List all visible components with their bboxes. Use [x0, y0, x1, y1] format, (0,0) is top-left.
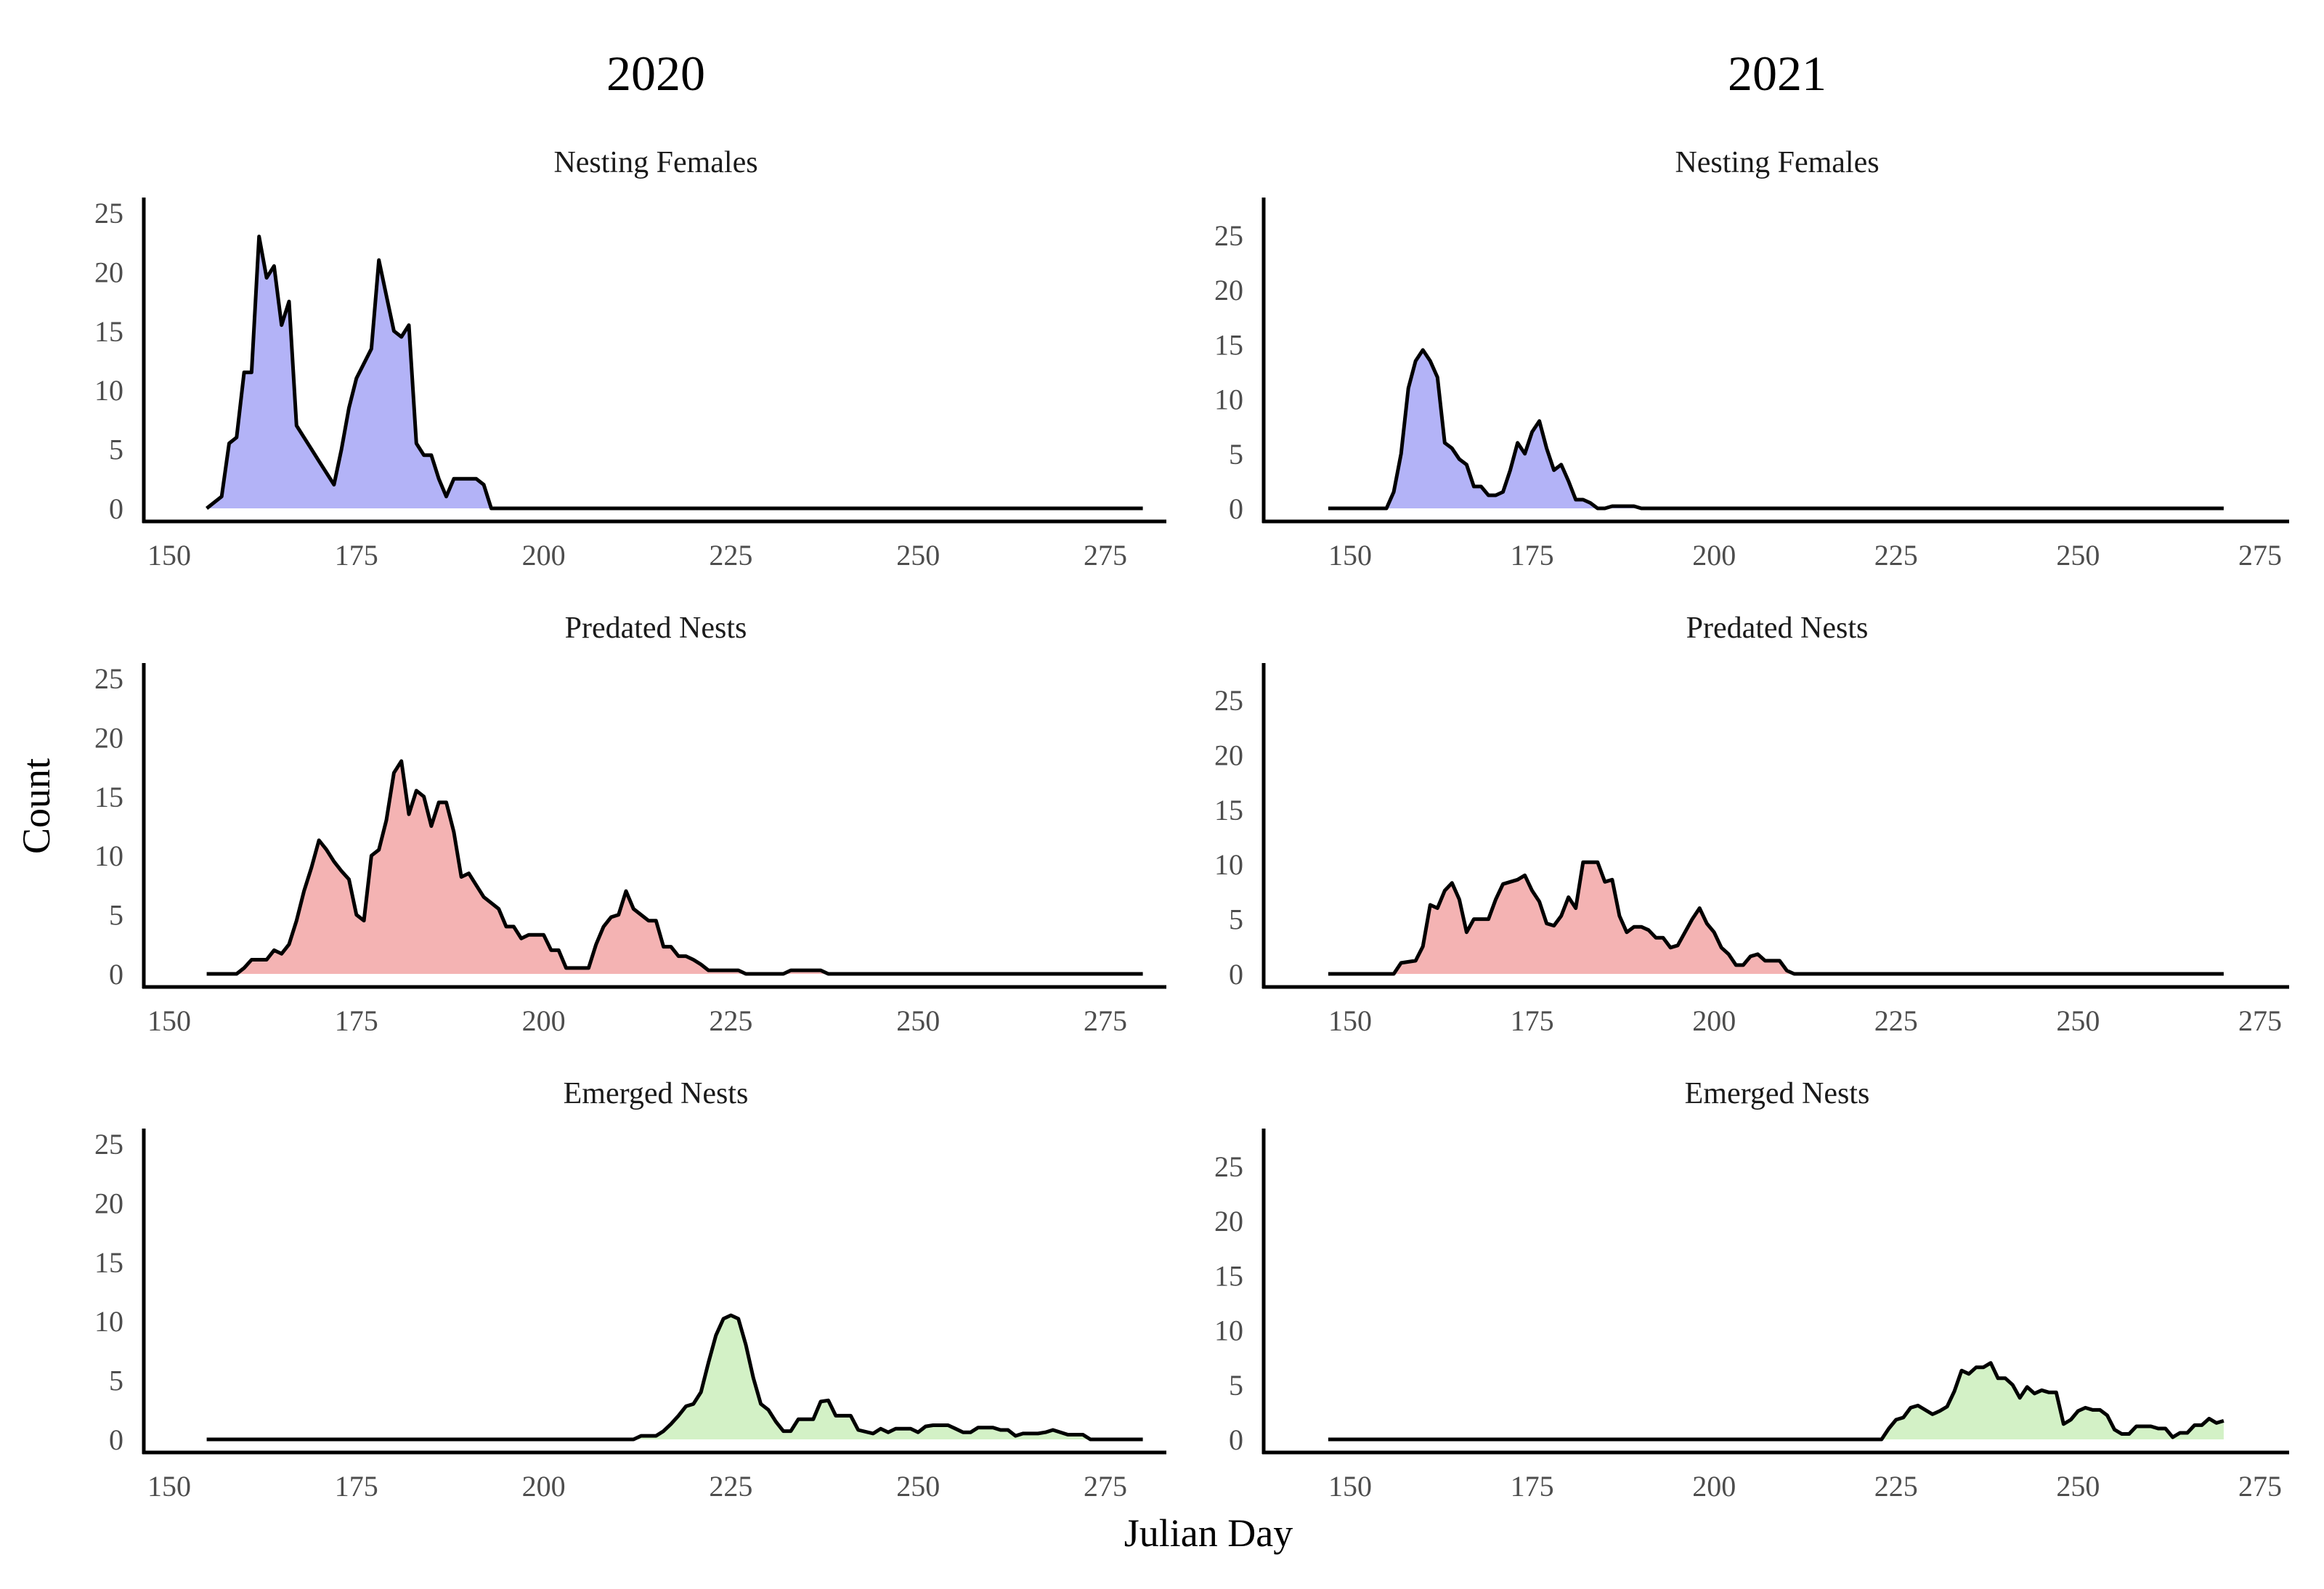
x-tick-label-2020-nesting: 150	[147, 539, 191, 572]
y-tick-label-2020-nesting: 10	[94, 374, 123, 407]
x-tick-label-2021-nesting: 150	[1328, 539, 1372, 572]
y-tick-label-2021-emerged: 20	[1214, 1205, 1243, 1238]
y-tick-label-2020-emerged: 20	[94, 1187, 123, 1219]
y-tick-label-2021-nesting: 25	[1214, 219, 1243, 252]
x-tick-label-2021-predated: 275	[2238, 1004, 2282, 1037]
y-tick-label-2021-predated: 5	[1229, 903, 1243, 936]
y-tick-label-2020-emerged: 0	[109, 1423, 123, 1456]
y-tick-label-2020-predated: 25	[94, 662, 123, 695]
series-line-2020-nesting	[206, 235, 1143, 511]
x-tick-label-2020-predated: 150	[147, 1004, 191, 1037]
x-tick-label-2021-nesting: 250	[2056, 539, 2100, 572]
year-title-2021: 2021	[1728, 46, 1827, 101]
x-tick-label-2020-nesting: 225	[709, 539, 752, 572]
series-line-2020-emerged	[206, 1313, 1143, 1442]
x-tick-label-2020-emerged: 200	[522, 1470, 566, 1503]
y-tick-label-2021-predated: 0	[1229, 958, 1243, 991]
y-tick-label-2020-predated: 15	[94, 781, 123, 813]
x-tick-label-2020-predated: 275	[1084, 1004, 1127, 1037]
x-tick-label-2020-nesting: 275	[1084, 539, 1127, 572]
y-tick-label-2020-nesting: 5	[109, 434, 123, 466]
series-line-2021-emerged	[1328, 1361, 2225, 1442]
y-tick-label-2020-predated: 10	[94, 840, 123, 872]
x-tick-label-2020-emerged: 250	[896, 1470, 940, 1503]
y-tick-label-2021-predated: 10	[1214, 848, 1243, 881]
year-title-2020: 2020	[606, 46, 705, 101]
y-tick-label-2021-emerged: 25	[1214, 1150, 1243, 1183]
area-2021-nesting	[1328, 349, 2224, 508]
area-2020-nesting	[206, 236, 1143, 508]
series-line-2020-predated	[206, 759, 1143, 976]
x-tick-label-2020-emerged: 225	[709, 1470, 752, 1503]
y-tick-label-2020-predated: 0	[109, 958, 123, 991]
x-tick-label-2021-predated: 225	[1874, 1004, 1918, 1037]
area-2021-predated	[1328, 862, 2224, 974]
x-tick-label-2021-emerged: 275	[2238, 1470, 2282, 1503]
y-tick-label-2021-predated: 20	[1214, 739, 1243, 771]
x-tick-label-2021-nesting: 175	[1511, 539, 1554, 572]
y-tick-label-2021-nesting: 10	[1214, 383, 1243, 416]
panel-title-2021-emerged: Emerged Nests	[1684, 1077, 1870, 1110]
x-tick-label-2021-nesting: 225	[1874, 539, 1918, 572]
x-tick-label-2021-predated: 200	[1692, 1004, 1736, 1037]
area-2021-emerged	[1328, 1362, 2224, 1439]
x-tick-label-2021-emerged: 175	[1511, 1470, 1554, 1503]
y-tick-label-2020-predated: 20	[94, 721, 123, 754]
x-tick-label-2020-emerged: 150	[147, 1470, 191, 1503]
x-tick-label-2021-predated: 175	[1511, 1004, 1554, 1037]
y-tick-label-2021-nesting: 15	[1214, 328, 1243, 361]
x-axis-label: Julian Day	[1124, 1511, 1293, 1555]
y-tick-label-2021-nesting: 0	[1229, 492, 1243, 525]
y-tick-label-2020-nesting: 25	[94, 197, 123, 229]
x-tick-label-2021-emerged: 150	[1328, 1470, 1372, 1503]
x-tick-label-2020-predated: 225	[709, 1004, 752, 1037]
y-tick-label-2020-emerged: 5	[109, 1365, 123, 1397]
x-tick-label-2021-emerged: 250	[2056, 1470, 2100, 1503]
panel-title-2020-nesting: Nesting Females	[553, 146, 758, 179]
y-tick-label-2021-emerged: 0	[1229, 1423, 1243, 1456]
y-tick-label-2021-nesting: 5	[1229, 438, 1243, 471]
y-tick-label-2020-predated: 5	[109, 899, 123, 932]
y-tick-label-2021-emerged: 10	[1214, 1314, 1243, 1347]
x-tick-label-2020-emerged: 275	[1084, 1470, 1127, 1503]
x-tick-label-2020-emerged: 175	[335, 1470, 378, 1503]
x-tick-label-2020-predated: 200	[522, 1004, 566, 1037]
x-tick-label-2021-predated: 250	[2056, 1004, 2100, 1037]
x-tick-label-2021-emerged: 200	[1692, 1470, 1736, 1503]
y-tick-label-2020-nesting: 20	[94, 256, 123, 288]
y-tick-label-2020-nesting: 15	[94, 315, 123, 348]
y-tick-label-2020-emerged: 25	[94, 1128, 123, 1161]
panel-title-2020-emerged: Emerged Nests	[563, 1077, 749, 1110]
panel-title-2021-nesting: Nesting Females	[1675, 146, 1880, 179]
x-tick-label-2020-nesting: 250	[896, 539, 940, 572]
x-tick-label-2021-nesting: 275	[2238, 539, 2282, 572]
y-tick-label-2020-nesting: 0	[109, 492, 123, 525]
x-tick-label-2020-predated: 250	[896, 1004, 940, 1037]
series-line-2021-nesting	[1328, 348, 2224, 511]
y-tick-label-2020-emerged: 10	[94, 1305, 123, 1338]
y-tick-label-2021-nesting: 20	[1214, 274, 1243, 306]
y-tick-label-2021-emerged: 5	[1229, 1369, 1243, 1402]
x-tick-label-2021-predated: 150	[1328, 1004, 1372, 1037]
panel-title-2020-predated: Predated Nests	[564, 611, 747, 645]
x-tick-label-2021-emerged: 225	[1874, 1470, 1918, 1503]
y-tick-label-2021-emerged: 15	[1214, 1259, 1243, 1292]
y-tick-label-2021-predated: 25	[1214, 684, 1243, 717]
series-line-2021-predated	[1328, 860, 2224, 976]
x-tick-label-2020-predated: 175	[335, 1004, 378, 1037]
x-tick-label-2020-nesting: 200	[522, 539, 566, 572]
x-tick-label-2020-nesting: 175	[335, 539, 378, 572]
x-tick-label-2021-nesting: 200	[1692, 539, 1736, 572]
y-tick-label-2021-predated: 15	[1214, 794, 1243, 826]
panel-title-2021-predated: Predated Nests	[1686, 611, 1869, 645]
area-2020-predated	[206, 761, 1143, 974]
y-tick-label-2020-emerged: 15	[94, 1246, 123, 1279]
